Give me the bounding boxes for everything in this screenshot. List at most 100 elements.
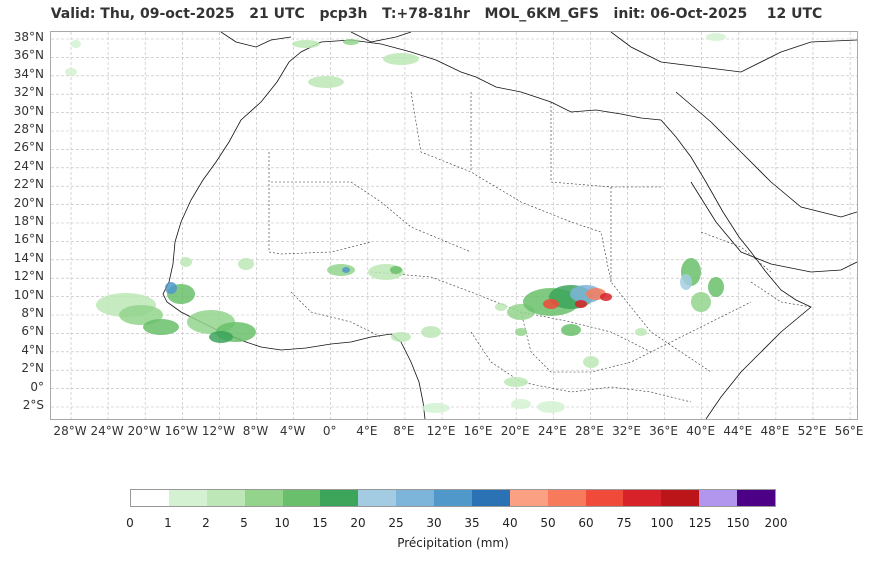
precipitation-cells xyxy=(65,33,726,413)
lat-tick-label: 6°N xyxy=(21,324,44,339)
colorbar-segment xyxy=(699,490,737,506)
precip-cell xyxy=(342,267,350,273)
lon-tick-label: 4°W xyxy=(279,424,306,438)
precip-cell xyxy=(390,266,402,274)
lat-tick-label: 30°N xyxy=(13,103,44,118)
precip-cell xyxy=(543,299,559,309)
colorbar-tick-label: 25 xyxy=(388,516,404,530)
lat-tick-label: 2°N xyxy=(21,361,44,376)
colorbar-segment xyxy=(244,490,283,506)
colorbar-tick-label: 60 xyxy=(578,516,594,530)
colorbar-segment xyxy=(623,490,662,506)
lon-tick-label: 12°E xyxy=(426,424,456,438)
precip-cell xyxy=(383,53,419,65)
lat-tick-label: 2°S xyxy=(22,398,44,412)
precip-cell xyxy=(504,377,528,387)
colorbar-segment xyxy=(131,490,169,506)
precip-cell xyxy=(308,76,344,88)
colorbar-tick-label: 2 xyxy=(202,516,210,530)
precip-cell xyxy=(165,282,177,294)
lon-tick-label: 28°E xyxy=(574,424,604,438)
lat-tick-label: 0° xyxy=(30,379,44,394)
lat-tick-label: 12°N xyxy=(13,269,44,284)
colorbar-segment xyxy=(434,490,472,506)
colorbar-tick-label: 35 xyxy=(464,516,480,530)
colorbar-tick-label: 75 xyxy=(616,516,632,530)
lat-tick-label: 4°N xyxy=(21,342,44,357)
precip-cell xyxy=(422,403,450,413)
precip-cell xyxy=(119,305,163,325)
precip-cell xyxy=(515,328,527,336)
precip-cell xyxy=(561,324,581,336)
lat-tick-label: 36°N xyxy=(13,48,44,63)
precip-cell xyxy=(495,303,507,311)
lat-tick-label: 10°N xyxy=(13,287,44,302)
colorbar xyxy=(130,489,776,507)
lon-tick-label: 40°E xyxy=(686,424,716,438)
precip-cell xyxy=(71,40,81,48)
lon-tick-label: 0° xyxy=(322,424,337,438)
precip-cell xyxy=(209,331,233,343)
colorbar-tick-label: 15 xyxy=(312,516,328,530)
gridlines xyxy=(51,32,857,419)
lat-tick-label: 18°N xyxy=(13,214,44,228)
precip-cell xyxy=(180,257,192,267)
lat-tick-label: 16°N xyxy=(13,232,44,247)
lon-tick-label: 4°E xyxy=(356,424,378,438)
precip-cell xyxy=(65,68,77,76)
lon-tick-label: 16°E xyxy=(463,424,493,438)
lat-tick-label: 8°N xyxy=(21,306,44,320)
colorbar-segment xyxy=(547,490,586,506)
colorbar-tick-label: 30 xyxy=(426,516,442,530)
precip-cell xyxy=(575,300,587,308)
lon-tick-label: 32°E xyxy=(612,424,641,438)
colorbar-tick-label: 0 xyxy=(126,516,134,530)
lat-tick-label: 32°N xyxy=(13,85,44,100)
colorbar-segment xyxy=(585,490,624,506)
precip-cell xyxy=(511,399,531,409)
lat-tick-label: 28°N xyxy=(13,122,44,136)
precip-cell xyxy=(635,328,647,336)
lon-tick-label: 56°E xyxy=(834,424,864,438)
lon-tick-label: 16°W xyxy=(164,424,198,438)
lon-tick-label: 24°W xyxy=(90,424,124,438)
lon-tick-label: 48°E xyxy=(760,424,790,438)
lon-tick-label: 12°W xyxy=(201,424,235,438)
lat-tick-label: 34°N xyxy=(13,66,44,81)
lat-tick-label: 38°N xyxy=(13,30,44,44)
lon-tick-label: 8°W xyxy=(242,424,269,438)
precip-cell xyxy=(680,274,692,290)
colorbar-segment xyxy=(168,490,207,506)
colorbar-segment xyxy=(661,490,700,506)
precip-cell xyxy=(583,356,599,368)
colorbar-segment xyxy=(509,490,548,506)
lon-tick-label: 20°E xyxy=(500,424,530,438)
colorbar-tick-label: 150 xyxy=(726,516,750,530)
precip-cell xyxy=(327,264,355,276)
lat-tick-label: 22°N xyxy=(13,177,44,192)
colorbar-segment xyxy=(471,490,510,506)
colorbar-tick-label: 5 xyxy=(240,516,248,530)
precip-cell xyxy=(600,293,612,301)
precip-cell xyxy=(238,258,254,270)
colorbar-segment xyxy=(282,490,321,506)
map-title: Valid: Thu, 09-oct-2025 21 UTC pcp3h T:+… xyxy=(50,6,823,22)
lat-tick-label: 26°N xyxy=(13,140,44,155)
precip-cell xyxy=(343,39,359,45)
colorbar-segment xyxy=(396,490,434,506)
colorbar-tick-label: 20 xyxy=(350,516,366,530)
lon-tick-label: 52°E xyxy=(797,424,827,438)
colorbar-segment xyxy=(737,490,775,506)
borders xyxy=(268,91,812,403)
lon-tick-label: 28°W xyxy=(53,424,87,438)
precip-cell xyxy=(421,326,441,338)
lon-tick-label: 8°E xyxy=(393,424,415,438)
precip-cell xyxy=(292,40,320,48)
colorbar-tick-label: 125 xyxy=(688,516,712,530)
colorbar-label: Précipitation (mm) xyxy=(397,536,509,550)
precip-cell xyxy=(691,292,711,312)
lon-tick-label: 44°E xyxy=(723,424,753,438)
lon-tick-label: 36°E xyxy=(649,424,679,438)
lon-tick-label: 24°E xyxy=(537,424,567,438)
coastlines xyxy=(162,32,857,419)
